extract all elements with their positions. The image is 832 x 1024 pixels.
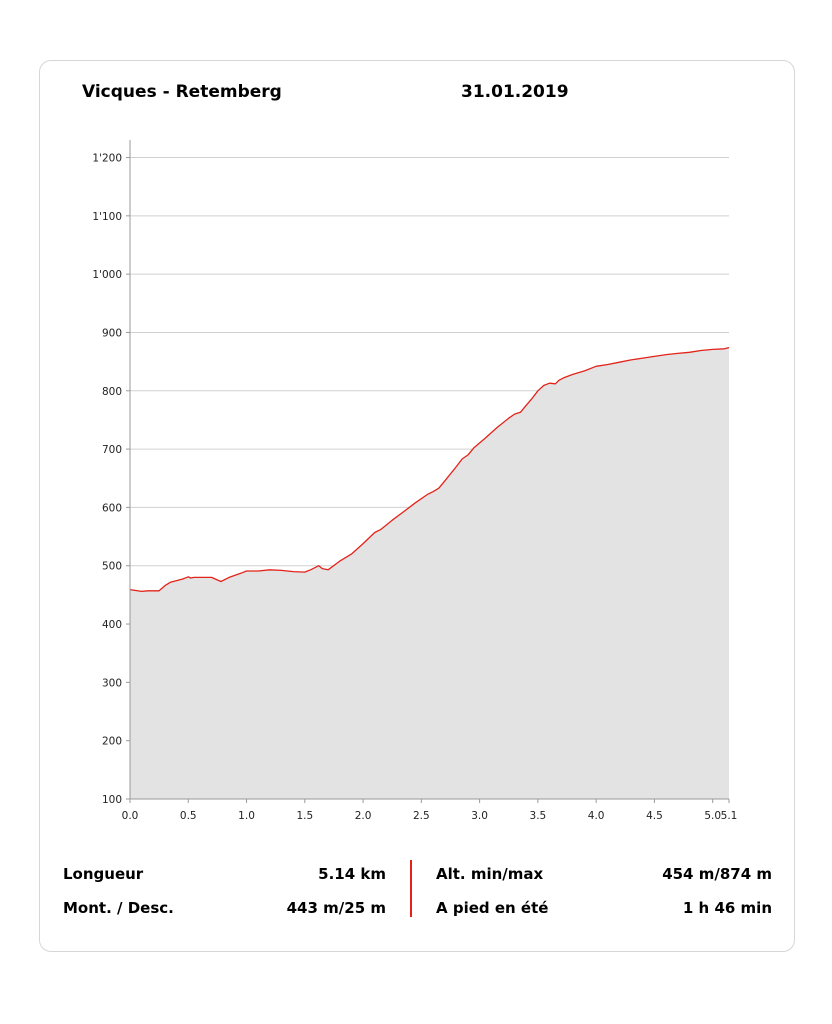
y-tick-label: 300 [102,677,122,689]
y-tick-label: 500 [102,561,122,573]
x-tick-label: 4.0 [588,810,605,822]
y-tick-label: 200 [102,736,122,748]
x-tick-label: 2.5 [413,810,430,822]
x-tick-label: 3.5 [530,810,547,822]
x-tick-label: 0.5 [180,810,197,822]
elevation-area [130,347,729,799]
x-tick-label: 2.0 [355,810,372,822]
x-tick-label: 1.5 [296,810,313,822]
altitude-min-max-value: 454 m/874 m [662,865,772,883]
length-value: 5.14 km [318,865,386,883]
elevation-line [129,346,730,593]
y-tick-label: 100 [102,794,122,806]
y-tick-label: 900 [102,327,122,339]
x-tick-label: 5.1 [721,810,738,822]
summer-walking-time-value: 1 h 46 min [682,899,772,917]
x-tick-label: 1.0 [238,810,255,822]
y-tick-label: 700 [102,444,122,456]
route-title: Vicques - Retemberg [82,82,282,102]
y-tick-label: 1'100 [92,211,122,223]
x-tick-label: 5.0 [704,810,721,822]
stats-divider [410,860,412,917]
y-tick-label: 1'200 [92,152,122,164]
x-tick-label: 3.0 [471,810,488,822]
y-tick-label: 400 [102,619,122,631]
ascent-descent-value: 443 m/25 m [286,899,386,917]
x-tick-label: 4.5 [646,810,663,822]
x-tick-label: 0.0 [122,810,139,822]
y-tick-label: 800 [102,386,122,398]
summer-walking-time-label: A pied en été [436,899,549,917]
y-tick-label: 1'000 [92,269,122,281]
ascent-descent-label: Mont. / Desc. [63,899,174,917]
route-date: 31.01.2019 [461,82,569,102]
length-label: Longueur [63,865,144,883]
altitude-min-max-label: Alt. min/max [436,865,544,883]
y-tick-label: 600 [102,502,122,514]
